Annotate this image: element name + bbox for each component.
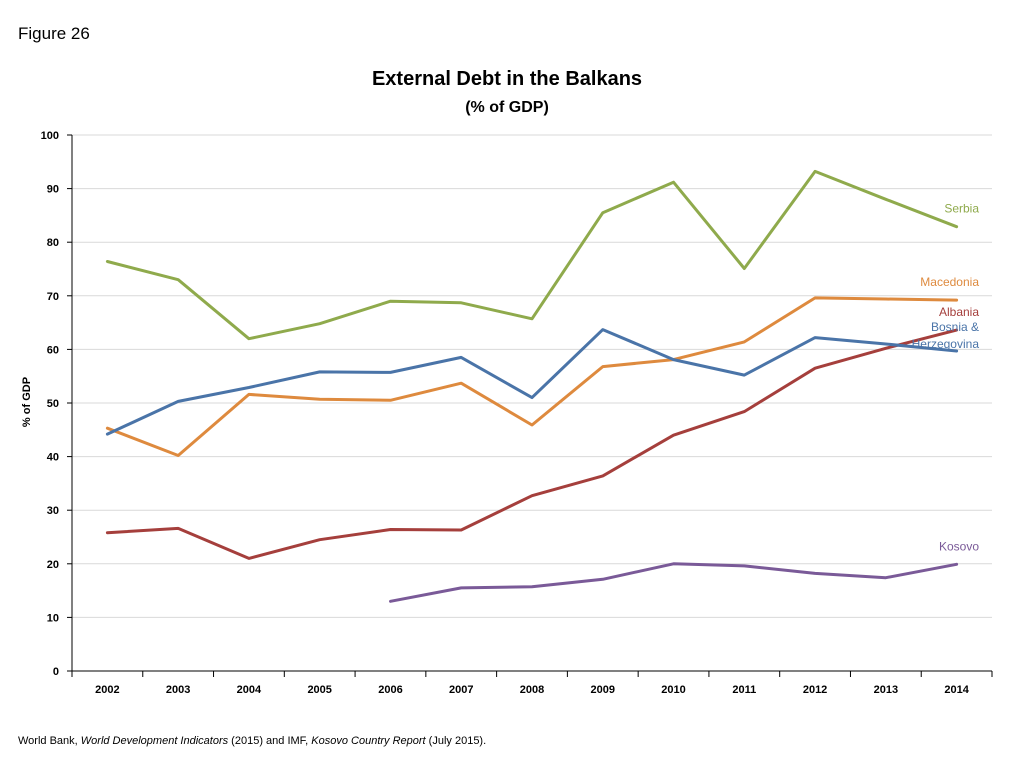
series-label-serbia: Serbia <box>944 202 979 216</box>
source-text-1: World Bank, <box>18 735 81 747</box>
y-tick-label: 60 <box>47 344 59 356</box>
y-tick-label: 70 <box>47 291 59 303</box>
x-tick-label: 2010 <box>661 684 685 696</box>
y-tick-label: 40 <box>47 452 59 464</box>
source-wdi: World Development Indicators <box>80 735 229 747</box>
figure-label: Figure 26 <box>18 24 90 43</box>
y-tick-label: 80 <box>47 237 59 249</box>
x-tick-label: 2014 <box>944 684 969 696</box>
chart-title: External Debt in the Balkans <box>371 68 643 90</box>
x-tick-label: 2007 <box>449 684 473 696</box>
y-tick-label: 30 <box>47 505 59 517</box>
y-tick-label: 100 <box>41 130 59 142</box>
x-tick-label: 2011 <box>732 684 756 696</box>
y-tick-label: 0 <box>53 666 59 678</box>
x-tick-label: 2006 <box>378 684 402 696</box>
series-line-serbia <box>105 169 959 341</box>
y-tick-label: 20 <box>47 559 59 571</box>
x-tick-label: 2012 <box>803 684 827 696</box>
series-label-kosovo: Kosovo <box>939 539 979 553</box>
y-tick-label: 50 <box>47 398 59 410</box>
x-tick-label: 2002 <box>95 684 119 696</box>
chart-subtitle: (% of GDP) <box>465 99 549 116</box>
series-line-bosnia-herzegovina <box>105 328 959 436</box>
series-line-albania <box>105 328 959 560</box>
series-line-macedonia <box>105 296 959 457</box>
x-tick-label: 2004 <box>237 684 262 696</box>
series-label-albania: Albania <box>939 305 979 319</box>
source-kosovo-report: Kosovo Country Report <box>311 735 426 747</box>
series-label-bosnia-herzegovina: Herzegovina <box>912 337 980 351</box>
series-label-bosnia-herzegovina: Bosnia & <box>931 320 979 334</box>
source-text-2: (2015) and IMF, <box>228 735 312 747</box>
x-tick-label: 2008 <box>520 684 544 696</box>
x-tick-label: 2005 <box>307 684 331 696</box>
y-tick-label: 90 <box>47 184 59 196</box>
x-tick-label: 2009 <box>591 684 615 696</box>
y-tick-label: 10 <box>47 612 59 624</box>
series-label-macedonia: Macedonia <box>920 275 979 289</box>
source-note: World Bank, World Development Indicators… <box>18 735 486 747</box>
source-text-3: (July 2015). <box>425 735 487 747</box>
x-tick-label: 2013 <box>874 684 898 696</box>
series-line-kosovo <box>389 562 959 603</box>
x-tick-label: 2003 <box>166 684 190 696</box>
